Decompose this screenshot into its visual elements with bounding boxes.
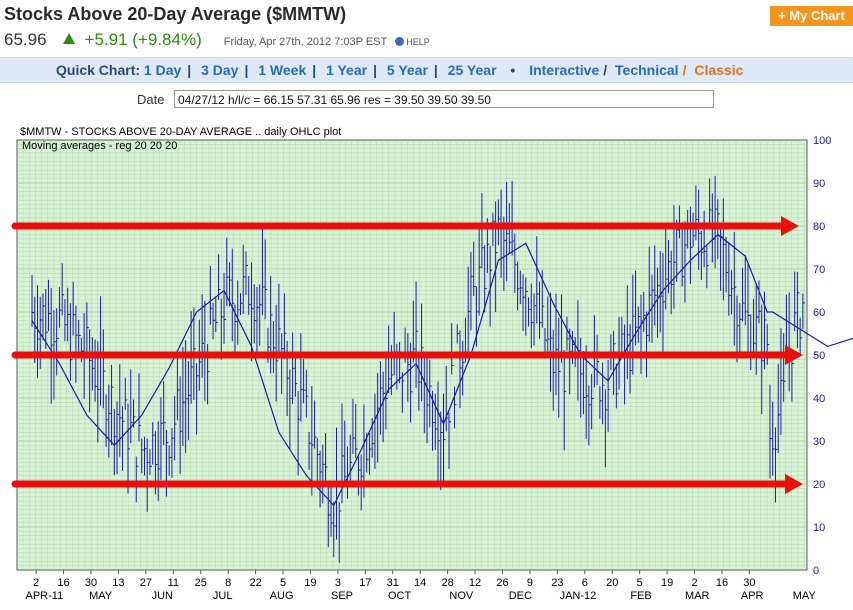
last-price: 65.96 <box>4 30 47 49</box>
x-tick-label: 25 <box>195 577 207 589</box>
x-tick-label: 22 <box>249 577 261 589</box>
month-label: SEP <box>331 590 353 602</box>
y-tick-label: 70 <box>813 264 825 276</box>
quote-row: 65.96 +5.91 (+9.84%) Friday, Apr 27th, 2… <box>4 30 430 54</box>
technical-link[interactable]: Technical <box>615 62 679 78</box>
bullet-separator: • <box>510 62 516 78</box>
month-label: OCT <box>388 590 412 602</box>
x-tick-label: 23 <box>551 577 563 589</box>
period-3-day[interactable]: 3 Day <box>201 62 239 78</box>
date-readout-field[interactable]: 04/27/12 h/l/c = 66.15 57.31 65.96 res =… <box>174 90 714 108</box>
date-label: Date <box>137 92 165 107</box>
y-tick-label: 10 <box>813 522 825 534</box>
annotation-arrows <box>11 216 803 494</box>
period-1-year[interactable]: 1 Year <box>326 62 368 78</box>
y-axis-ticks: 0 10 20 30 40 50 60 70 80 90 100 <box>813 135 831 577</box>
moving-average-20 <box>31 233 853 507</box>
x-tick-label: 31 <box>387 577 399 589</box>
y-tick-label: 30 <box>813 436 825 448</box>
month-label: NOV <box>449 590 474 602</box>
up-arrow-icon <box>62 33 75 44</box>
x-axis-ticks: 2 16 30 13 27 11 25 8 22 5 19 3 17 31 14 28 12 26 9 23 6 20 5 1… <box>33 570 756 589</box>
arrowhead-20 <box>785 474 803 494</box>
moving-average-line <box>31 233 853 507</box>
period-5-year[interactable]: 5 Year <box>386 62 428 78</box>
month-labels: APR-11 MAY JUN JUL AUG SEP OCT NOV DEC JAN-12 FEB M… <box>25 590 816 602</box>
month-label: DEC <box>509 590 532 602</box>
x-tick-label: 26 <box>496 577 508 589</box>
x-tick-label: 14 <box>414 577 426 589</box>
x-tick-label: 30 <box>85 577 97 589</box>
help-label: HELP <box>406 37 430 47</box>
x-tick-label: 27 <box>140 577 152 589</box>
y-tick-label: 90 <box>813 178 825 190</box>
x-tick-label: 16 <box>57 577 69 589</box>
period-1-day[interactable]: 1 Day <box>143 62 182 78</box>
month-label: AUG <box>270 590 294 602</box>
month-label: JAN-12 <box>560 590 597 602</box>
month-label: APR <box>741 590 764 602</box>
arrowhead-50 <box>785 345 803 365</box>
x-tick-label: 3 <box>335 577 341 589</box>
x-tick-label: 8 <box>225 577 231 589</box>
timestamp: Friday, Apr 27th, 2012 7:03P EST <box>223 36 388 48</box>
price-change: +5.91 (+9.84%) <box>84 30 202 49</box>
x-tick-label: 17 <box>359 577 371 589</box>
x-tick-label: 20 <box>606 577 618 589</box>
chart-title: $MMTW - STOCKS ABOVE 20-DAY AVERAGE .. d… <box>20 126 341 138</box>
quick-chart-label: Quick Chart: <box>56 62 141 78</box>
x-tick-label: 11 <box>168 577 179 589</box>
page-title: Stocks Above 20-Day Average ($MMTW) <box>4 4 347 24</box>
month-label: JUL <box>213 590 233 602</box>
y-tick-label: 80 <box>813 221 825 233</box>
arrowhead-80 <box>781 216 799 236</box>
y-tick-label: 60 <box>813 307 825 319</box>
x-tick-label: 19 <box>304 577 316 589</box>
month-label: MAR <box>685 590 710 602</box>
month-label: JUN <box>152 590 173 602</box>
x-tick-label: 13 <box>112 577 124 589</box>
x-tick-label: 2 <box>33 577 39 589</box>
y-tick-label: 100 <box>813 135 831 147</box>
x-tick-label: 19 <box>661 577 673 589</box>
month-label: APR-11 <box>25 590 63 602</box>
x-tick-label: 12 <box>469 577 481 589</box>
x-tick-label: 2 <box>691 577 697 589</box>
x-tick-label: 5 <box>637 577 643 589</box>
x-tick-label: 6 <box>582 577 588 589</box>
x-tick-label: 9 <box>527 577 533 589</box>
y-tick-label: 20 <box>813 479 825 491</box>
period-1-week[interactable]: 1 Week <box>258 62 307 78</box>
month-label: FEB <box>630 590 651 602</box>
x-tick-label: 16 <box>716 577 728 589</box>
help-icon <box>395 37 405 46</box>
month-label: MAY <box>793 590 817 602</box>
period-25-year[interactable]: 25 Year <box>447 62 497 78</box>
x-tick-label: 28 <box>441 577 453 589</box>
x-tick-label: 5 <box>280 577 286 589</box>
month-label: MAY <box>89 590 113 602</box>
y-tick-label: 0 <box>813 565 819 577</box>
chart-subtitle: Moving averages - reg 20 20 20 <box>22 140 177 152</box>
ohlc-bars <box>31 175 805 563</box>
x-tick-label: 30 <box>743 577 755 589</box>
y-tick-label: 50 <box>813 350 825 362</box>
my-chart-button[interactable]: + My Chart <box>770 6 853 26</box>
quick-chart-bar: Quick Chart: 1 Day | 3 Day | 1 Week | 1 Yea… <box>0 57 853 83</box>
classic-link[interactable]: Classic <box>694 62 744 78</box>
help-link[interactable]: HELP <box>395 36 430 47</box>
y-tick-label: 40 <box>813 393 825 405</box>
interactive-link[interactable]: Interactive <box>529 62 600 78</box>
